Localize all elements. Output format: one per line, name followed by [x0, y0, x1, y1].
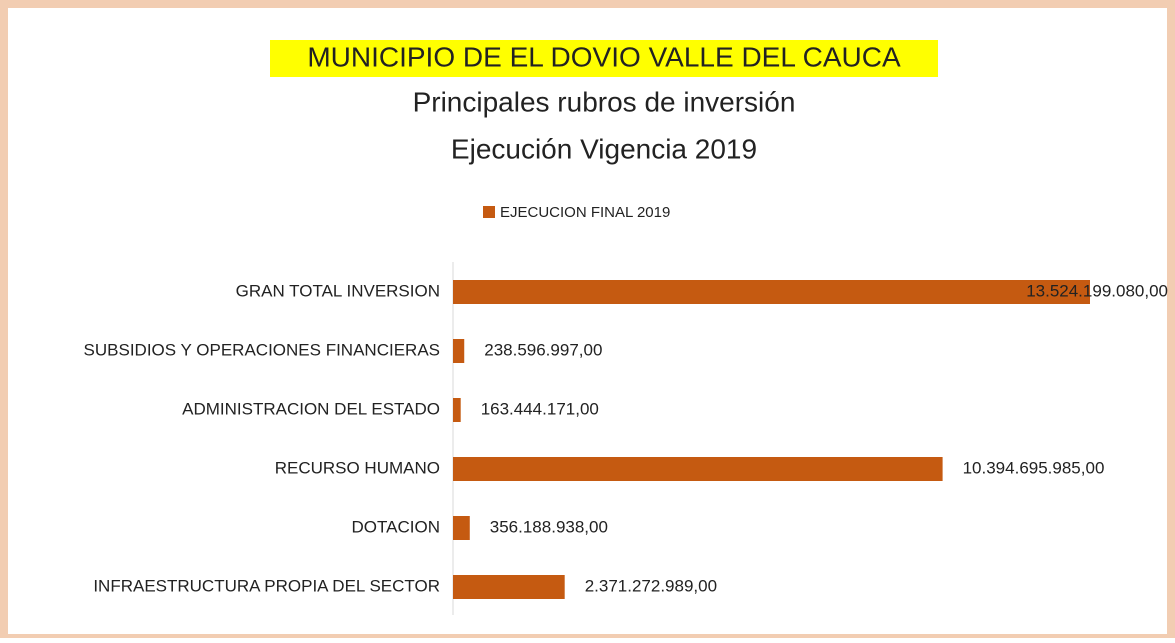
y-tick-label: DOTACION — [352, 517, 440, 536]
data-label: 2.371.272.989,00 — [585, 576, 717, 595]
bar — [453, 280, 1090, 304]
chart-subtitle: Ejecución Vigencia 2019 — [451, 133, 757, 164]
bar — [453, 398, 461, 422]
y-tick-label: RECURSO HUMANO — [275, 458, 440, 477]
y-tick-label: SUBSIDIOS Y OPERACIONES FINANCIERAS — [84, 340, 440, 359]
data-label: 13.524.199.080,00 — [1026, 281, 1168, 300]
chart-subtitle: Principales rubros de inversión — [413, 86, 796, 117]
data-label: 10.394.695.985,00 — [963, 458, 1105, 477]
legend-swatch — [483, 206, 495, 218]
data-label: 356.188.938,00 — [490, 517, 608, 536]
y-tick-label: ADMINISTRACION DEL ESTADO — [182, 399, 440, 418]
data-label: 238.596.997,00 — [484, 340, 602, 359]
chart-title: MUNICIPIO DE EL DOVIO VALLE DEL CAUCA — [307, 41, 901, 72]
title-highlight — [270, 40, 938, 77]
legend-label: EJECUCION FINAL 2019 — [500, 204, 670, 221]
bar — [453, 516, 470, 540]
bar — [453, 457, 943, 481]
y-tick-label: INFRAESTRUCTURA PROPIA DEL SECTOR — [93, 576, 440, 595]
bar — [453, 575, 565, 599]
data-label: 163.444.171,00 — [481, 399, 599, 418]
y-tick-label: GRAN TOTAL INVERSION — [236, 281, 440, 300]
bar — [453, 339, 465, 363]
